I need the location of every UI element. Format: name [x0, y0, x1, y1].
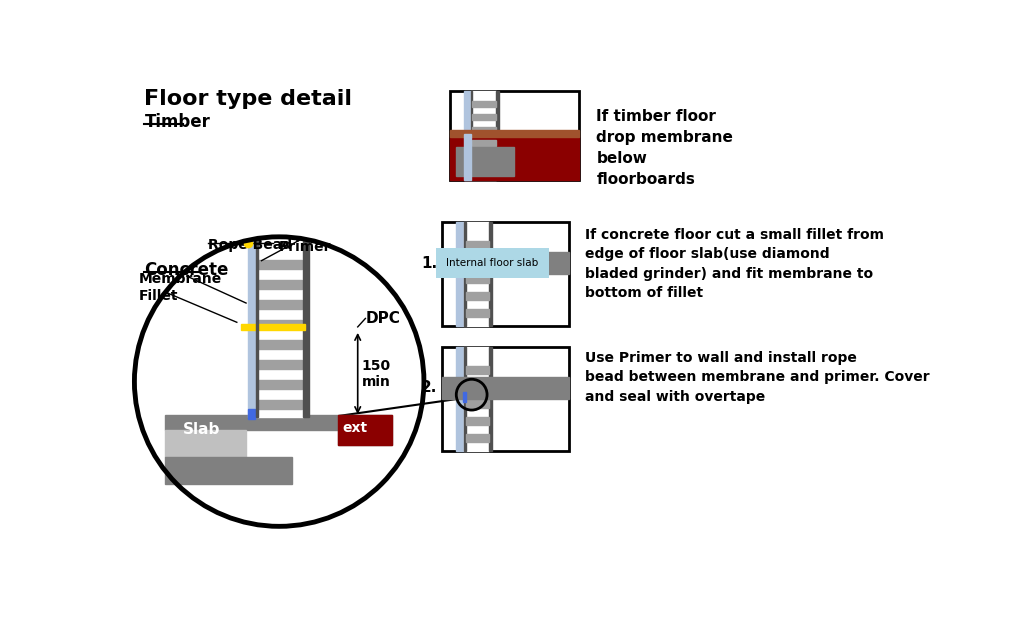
Polygon shape — [165, 457, 292, 484]
Text: If concrete floor cut a small fillet from
edge of floor slab(use diamond
bladed : If concrete floor cut a small fillet fro… — [585, 228, 884, 300]
Polygon shape — [165, 414, 392, 446]
Bar — [257, 340, 301, 349]
Bar — [472, 114, 496, 120]
Text: Slab: Slab — [183, 423, 220, 438]
Polygon shape — [464, 252, 475, 274]
Bar — [442, 252, 569, 274]
Bar — [249, 409, 255, 419]
Bar — [451, 130, 580, 138]
Bar — [257, 260, 301, 269]
Text: Internal floor slab: Internal floor slab — [446, 258, 539, 268]
Bar — [464, 222, 466, 326]
Text: 150
min: 150 min — [361, 359, 391, 389]
Bar — [471, 91, 472, 180]
Bar — [464, 91, 471, 180]
Bar — [257, 244, 303, 417]
Text: Primer: Primer — [279, 240, 331, 254]
Bar — [472, 140, 496, 146]
Bar — [256, 242, 258, 417]
Text: DPC: DPC — [366, 311, 400, 326]
Bar — [442, 347, 569, 451]
Text: Floor type detail: Floor type detail — [144, 89, 352, 109]
Bar — [466, 292, 488, 300]
Text: Concrete: Concrete — [144, 260, 228, 279]
Bar — [466, 417, 488, 424]
Bar — [466, 434, 488, 441]
Bar — [457, 146, 514, 176]
Text: ext: ext — [342, 421, 368, 435]
Bar — [257, 300, 301, 309]
Text: Fillet: Fillet — [138, 289, 178, 303]
Bar — [463, 250, 466, 274]
Bar — [472, 126, 496, 133]
Bar — [248, 242, 256, 417]
Bar — [466, 309, 488, 317]
Text: 1.: 1. — [421, 255, 437, 270]
Bar — [442, 222, 569, 326]
Bar — [464, 222, 488, 326]
Bar — [466, 242, 488, 249]
Bar — [442, 377, 569, 399]
Bar — [471, 91, 496, 180]
Bar — [472, 166, 496, 172]
Text: Membrane: Membrane — [138, 272, 221, 286]
Text: Rope Bead: Rope Bead — [208, 238, 292, 252]
Text: If timber floor
drop membrane
below
floorboards: If timber floor drop membrane below floo… — [596, 109, 733, 187]
Bar — [466, 259, 488, 266]
Bar — [242, 324, 304, 330]
Bar — [257, 380, 301, 389]
Bar — [466, 383, 488, 391]
Bar — [457, 222, 464, 326]
Bar — [472, 101, 496, 106]
Bar — [472, 153, 496, 159]
Bar — [451, 138, 580, 180]
Bar — [488, 222, 493, 326]
Bar — [257, 320, 301, 329]
Bar — [464, 133, 471, 180]
Bar — [257, 360, 301, 369]
Bar — [257, 280, 301, 289]
Bar — [464, 347, 488, 451]
Bar — [257, 400, 301, 409]
Bar — [466, 275, 488, 283]
Polygon shape — [339, 414, 392, 446]
Bar — [466, 366, 488, 374]
Text: 2.: 2. — [421, 380, 437, 395]
Bar — [457, 347, 464, 451]
Bar — [451, 91, 580, 180]
Text: Timber: Timber — [144, 113, 210, 131]
Polygon shape — [165, 430, 246, 457]
Bar — [464, 347, 466, 451]
Bar — [496, 91, 500, 180]
Bar — [488, 347, 493, 451]
Text: Use Primer to wall and install rope
bead between membrane and primer. Cover
and : Use Primer to wall and install rope bead… — [585, 351, 930, 404]
Bar — [463, 392, 466, 403]
Bar — [466, 400, 488, 408]
Bar — [303, 242, 309, 417]
